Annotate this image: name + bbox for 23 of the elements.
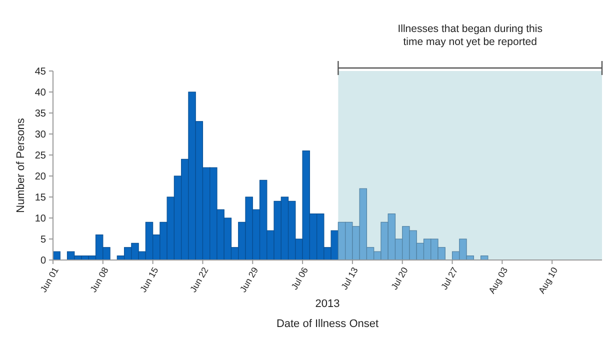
y-tick-label: 10 <box>34 214 46 224</box>
y-tick-label: 30 <box>34 130 46 140</box>
y-tick-label: 25 <box>34 150 46 162</box>
x-axis-title: Date of Illness Onset <box>276 318 379 330</box>
x-tick-label: Jun 29 <box>238 266 260 294</box>
x-tick-label: Jul 20 <box>389 266 410 292</box>
x-tick-label: Jun 08 <box>88 266 110 294</box>
y-tick-label: 35 <box>34 108 46 120</box>
y-tick-label: 15 <box>34 192 46 204</box>
y-tick-label: 5 <box>40 234 46 246</box>
x-tick-label: Jul 27 <box>439 266 460 292</box>
x-tick-label: Jul 06 <box>289 266 310 292</box>
x-tick-label: Jun 15 <box>138 266 160 294</box>
y-tick-label: 20 <box>34 172 46 182</box>
y-axis-title: Number of Persons <box>15 118 27 213</box>
band-label: Illnesses that began during this time may not yet be reported <box>398 23 542 48</box>
x-tick-label: Jul 13 <box>339 266 360 292</box>
x-tick-label: Jun 22 <box>188 266 210 294</box>
y-tick-label: 45 <box>34 66 46 78</box>
y-tick-label: 0 <box>40 256 46 266</box>
text: 2013 <box>315 298 340 310</box>
y-tick-label: 40 <box>34 88 46 98</box>
x-tick-label: Jun 01 <box>38 266 60 294</box>
